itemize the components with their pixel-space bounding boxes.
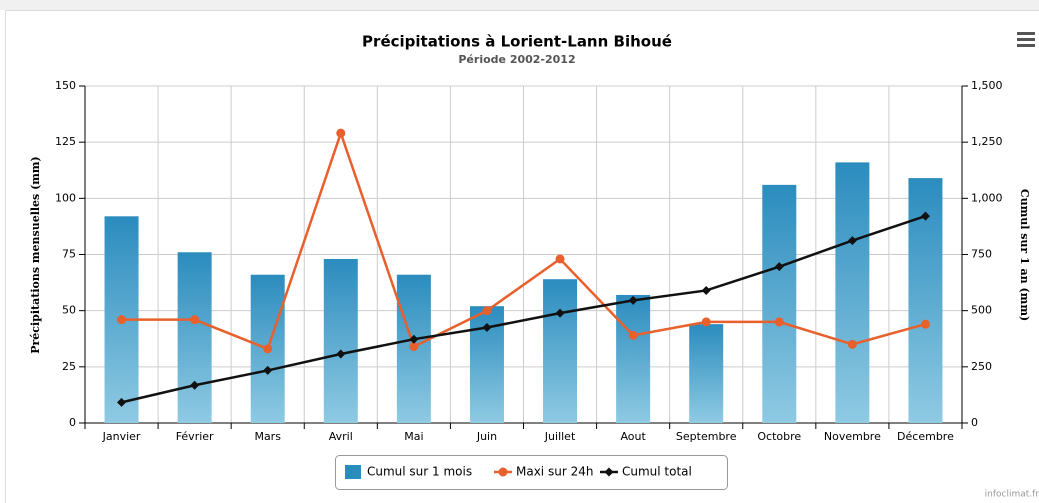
marker bbox=[920, 211, 930, 221]
marker bbox=[701, 285, 711, 295]
menu-bar bbox=[1017, 38, 1035, 41]
legend-symbol bbox=[345, 465, 361, 479]
y-tick-label: 25 bbox=[62, 360, 76, 373]
legend-label: Cumul sur 1 mois bbox=[367, 465, 472, 479]
y-tick-label: 150 bbox=[55, 79, 76, 92]
marker bbox=[555, 254, 565, 264]
y-tick-label: 100 bbox=[55, 191, 76, 204]
y-tick-label: 50 bbox=[62, 304, 76, 317]
marker bbox=[117, 315, 127, 325]
line bbox=[121, 129, 926, 351]
x-tick-label: Mars bbox=[254, 430, 281, 443]
panel bbox=[5, 10, 1039, 503]
x-tick-label: Février bbox=[176, 430, 214, 443]
y2-axis-label: Cumul sur 1 an (mm) bbox=[1018, 189, 1031, 321]
marker bbox=[336, 128, 346, 138]
y2-tick-label: 500 bbox=[971, 304, 992, 317]
marker bbox=[628, 295, 638, 305]
marker bbox=[555, 308, 565, 318]
y-tick-label: 0 bbox=[69, 416, 76, 429]
legend-label: Maxi sur 24h bbox=[516, 465, 593, 479]
x-tick-label: Décembre bbox=[897, 430, 954, 443]
marker bbox=[847, 339, 857, 349]
marker bbox=[701, 317, 711, 327]
marker bbox=[263, 344, 273, 354]
legend-box bbox=[335, 455, 728, 490]
x-tick-label: Septembre bbox=[676, 430, 737, 443]
x-tick-label: Octobre bbox=[757, 430, 801, 443]
marker bbox=[774, 262, 784, 272]
bar bbox=[835, 162, 870, 424]
x-tick-label: Aout bbox=[620, 430, 646, 443]
legend-symbol bbox=[604, 467, 614, 477]
x-tick-label: Mai bbox=[404, 430, 423, 443]
y2-tick-label: 1,000 bbox=[971, 191, 1003, 204]
x-tick-label: Novembre bbox=[824, 430, 881, 443]
marker bbox=[774, 317, 784, 327]
chart-title: Précipitations à Lorient-Lann Bihoué bbox=[362, 33, 672, 51]
marker bbox=[847, 236, 857, 246]
marker bbox=[190, 315, 200, 325]
menu-icon[interactable] bbox=[1017, 32, 1035, 47]
marker bbox=[482, 323, 492, 333]
menu-bar bbox=[1017, 32, 1035, 35]
marker bbox=[190, 380, 200, 390]
bar bbox=[616, 294, 651, 423]
bar bbox=[323, 258, 358, 423]
chart-subtitle: Période 2002-2012 bbox=[458, 53, 575, 66]
marker bbox=[117, 397, 127, 407]
x-tick-label: Juillet bbox=[544, 430, 576, 443]
line bbox=[121, 214, 926, 404]
marker bbox=[409, 334, 419, 344]
y-tick-label: 75 bbox=[62, 248, 76, 261]
y-axis-label: Précipitations mensuelles (mm) bbox=[29, 156, 42, 354]
y2-tick-label: 1,500 bbox=[971, 79, 1003, 92]
legend-label: Cumul total bbox=[622, 465, 692, 479]
x-tick-label: Avril bbox=[329, 430, 353, 443]
menu-bar bbox=[1017, 44, 1035, 47]
x-tick-label: Janvier bbox=[102, 430, 141, 443]
top-strip bbox=[0, 0, 1039, 10]
y-tick-label: 125 bbox=[55, 135, 76, 148]
credit: infoclimat.fr bbox=[985, 490, 1039, 500]
marker bbox=[263, 365, 273, 375]
bar bbox=[762, 184, 797, 423]
bar bbox=[177, 252, 212, 423]
y2-tick-label: 0 bbox=[971, 416, 978, 429]
bar bbox=[689, 324, 724, 423]
y2-tick-label: 250 bbox=[971, 360, 992, 373]
bar bbox=[543, 279, 578, 423]
x-tick-label: Juin bbox=[476, 430, 497, 443]
marker bbox=[628, 330, 638, 340]
marker bbox=[336, 349, 346, 359]
marker bbox=[409, 342, 419, 352]
legend-symbol bbox=[498, 467, 508, 477]
marker bbox=[482, 306, 492, 316]
marker bbox=[920, 319, 930, 329]
y2-tick-label: 1,250 bbox=[971, 135, 1003, 148]
y2-tick-label: 750 bbox=[971, 248, 992, 261]
